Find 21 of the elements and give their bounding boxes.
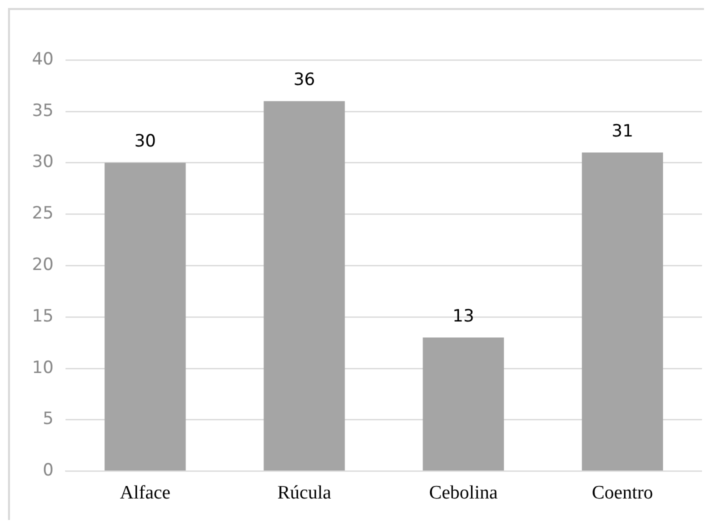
y-tick-label: 35: [32, 100, 54, 121]
y-tick-label: 0: [42, 460, 54, 481]
x-tick-label: Rúcula: [277, 482, 332, 504]
y-tick-label: 20: [32, 255, 54, 276]
y-tick-label: 5: [42, 409, 54, 430]
bar: [264, 101, 345, 471]
bar: [104, 162, 186, 471]
y-tick-label: 15: [32, 306, 54, 326]
x-tick-label: Coentro: [592, 482, 654, 504]
x-tick-label: Alface: [120, 482, 170, 504]
bar: [582, 152, 664, 471]
y-tick-label: 40: [32, 49, 54, 70]
bar: [422, 338, 504, 471]
data-label: 13: [452, 306, 474, 326]
y-tick-label: 10: [32, 358, 54, 378]
y-tick-label: 30: [32, 152, 54, 172]
data-label: 30: [134, 132, 156, 152]
data-label: 36: [293, 70, 316, 90]
x-tick-label: Cebolina: [429, 482, 498, 504]
data-label: 31: [612, 121, 634, 142]
y-tick-label: 25: [32, 204, 54, 224]
